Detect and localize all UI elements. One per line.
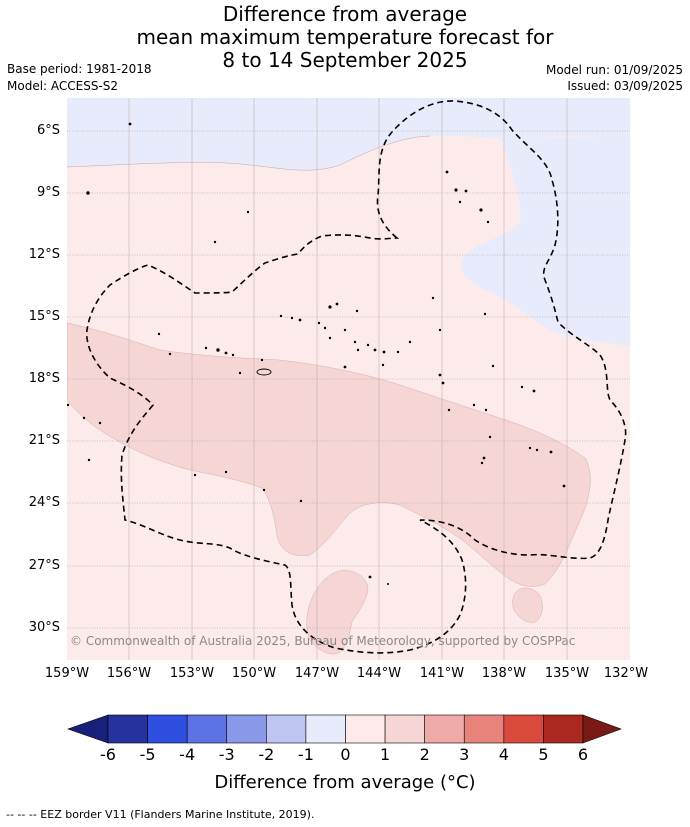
map-title-line2: mean maximum temperature forecast for	[136, 25, 554, 49]
colorbar-label: Difference from average (°C)	[214, 772, 476, 793]
lat-label: 30°S	[28, 620, 60, 635]
copyright-text: © Commonwealth of Australia 2025, Bureau…	[70, 634, 576, 648]
lon-label: 132°W	[603, 666, 649, 681]
lon-label: 144°W	[356, 666, 402, 681]
colorbar-swatch	[463, 714, 505, 744]
colorbar-swatch	[345, 714, 386, 744]
colorbar-swatch	[266, 714, 307, 744]
colorbar-tick-label: -1	[297, 745, 314, 764]
lon-label: 150°W	[231, 666, 277, 681]
eez-border	[85, 100, 627, 654]
colorbar-swatch	[543, 714, 584, 744]
eez-legend-text: -- -- -- EEZ border V11 (Flanders Marine…	[6, 808, 315, 821]
lon-label: 147°W	[294, 666, 340, 681]
colorbar-tick-label: -6	[100, 745, 116, 764]
colorbar-tick-label: -2	[258, 745, 275, 764]
colorbar-tick-label: 1	[379, 745, 391, 764]
model-run-text: Model run: 01/09/2025	[545, 63, 683, 77]
colorbar-tick-label: -5	[139, 745, 156, 764]
lat-label: 12°S	[28, 247, 60, 262]
anomaly-region-1-to-2-south-patch	[306, 569, 369, 655]
lat-label: 6°S	[36, 123, 60, 138]
colorbar-swatch	[107, 714, 148, 744]
colorbar-tick-label: 2	[419, 745, 430, 764]
colorbar-swatch	[226, 714, 267, 744]
colorbar	[67, 714, 622, 744]
island-outline-large	[256, 368, 272, 376]
colorbar-tick-label: 6	[577, 745, 589, 764]
anomaly-region-1-to-2	[67, 322, 591, 587]
colorbar-tick-label: 4	[498, 745, 509, 764]
lat-label: 24°S	[28, 495, 60, 510]
lon-label: 153°W	[169, 666, 215, 681]
lat-label: 27°S	[28, 558, 60, 573]
colorbar-over-arrow	[582, 714, 622, 744]
colorbar-swatch	[305, 714, 346, 744]
colorbar-swatch	[424, 714, 465, 744]
lon-label: 138°W	[481, 666, 527, 681]
lat-label: 18°S	[28, 371, 60, 386]
base-period-text: Base period: 1981-2018	[7, 62, 152, 76]
island-outlines	[67, 122, 566, 586]
colorbar-swatch	[384, 714, 425, 744]
lon-label: 156°W	[106, 666, 152, 681]
anomaly-region-minus1-to-0-north	[67, 98, 630, 171]
map-title-line3: 8 to 14 September 2025	[222, 48, 468, 72]
colorbar-swatch	[503, 714, 544, 744]
lon-label: 135°W	[544, 666, 590, 681]
lon-label: 141°W	[419, 666, 465, 681]
anomaly-region-1-to-2-east-patch	[512, 587, 543, 623]
colorbar-tick-label: 3	[459, 745, 470, 764]
colorbar-under-arrow	[67, 714, 109, 744]
map-title-line1: Difference from average	[222, 2, 468, 26]
lat-label: 15°S	[28, 309, 60, 324]
colorbar-swatch	[147, 714, 188, 744]
anomaly-region-minus1-to-0-east	[461, 138, 630, 346]
lat-label: 21°S	[28, 433, 60, 448]
lon-label: 159°W	[44, 666, 90, 681]
issued-text: Issued: 03/09/2025	[567, 79, 683, 93]
model-text: Model: ACCESS-S2	[7, 79, 119, 93]
lat-label: 9°S	[36, 185, 60, 200]
colorbar-swatch	[186, 714, 228, 744]
colorbar-tick-label: -3	[218, 745, 235, 764]
colorbar-tick-label: -4	[179, 745, 196, 764]
colorbar-tick-label: 5	[538, 745, 549, 764]
colorbar-tick-label: 0	[340, 745, 351, 764]
